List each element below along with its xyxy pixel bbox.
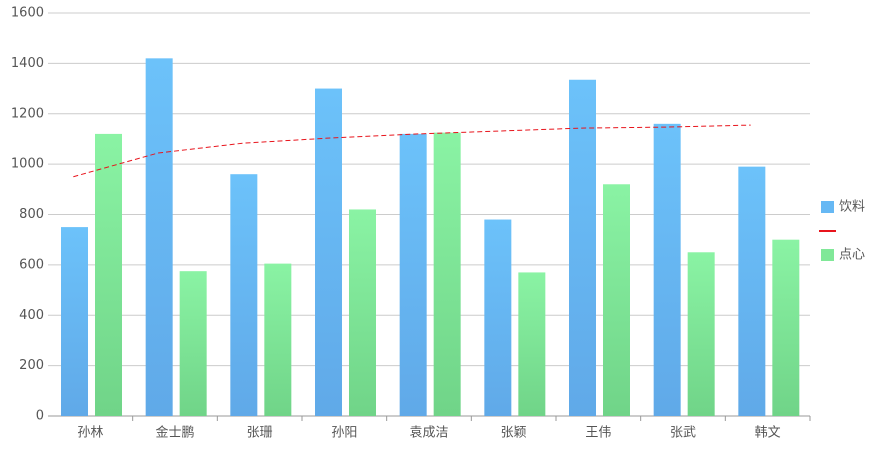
legend-label: 点心	[839, 248, 865, 263]
bar	[433, 132, 461, 416]
bar	[569, 79, 596, 416]
bar	[145, 58, 173, 417]
bar	[179, 271, 207, 416]
y-tick-label: 400	[19, 308, 44, 323]
legend-label: 饮料	[839, 200, 865, 215]
y-tick-label: 600	[19, 257, 44, 272]
y-tick-label: 200	[19, 358, 44, 373]
x-tick-label: 孙林	[77, 426, 103, 441]
bar	[738, 166, 766, 416]
y-tick-label: 1400	[11, 56, 44, 71]
x-tick-label: 王伟	[585, 426, 611, 441]
bar	[603, 184, 630, 416]
trend-line	[73, 124, 751, 178]
bar	[315, 88, 342, 416]
bar	[484, 219, 512, 416]
bar	[772, 239, 800, 416]
y-tick-label: 1000	[11, 157, 44, 172]
x-tick-label: 张武	[670, 426, 696, 441]
bar	[518, 272, 546, 416]
x-tick-label: 韩文	[755, 426, 781, 441]
y-tick-label: 0	[36, 409, 44, 424]
legend-swatch	[821, 201, 834, 213]
x-tick-label: 孙阳	[331, 426, 357, 441]
x-tick-label: 袁成洁	[409, 426, 448, 441]
bar	[264, 263, 292, 416]
y-tick-label: 1200	[11, 106, 44, 121]
x-tick-label: 张珊	[247, 426, 273, 441]
bar	[61, 227, 88, 416]
x-tick-label: 金士鹏	[155, 425, 194, 441]
legend-swatch	[821, 249, 834, 261]
x-tick-label: 张颖	[501, 426, 527, 441]
bar	[653, 123, 681, 416]
y-tick-label: 1600	[11, 6, 44, 21]
bar	[349, 209, 376, 416]
bar	[399, 133, 427, 416]
bar	[687, 252, 715, 416]
bar	[230, 174, 258, 416]
y-tick-label: 800	[19, 207, 44, 222]
bar	[95, 133, 122, 416]
